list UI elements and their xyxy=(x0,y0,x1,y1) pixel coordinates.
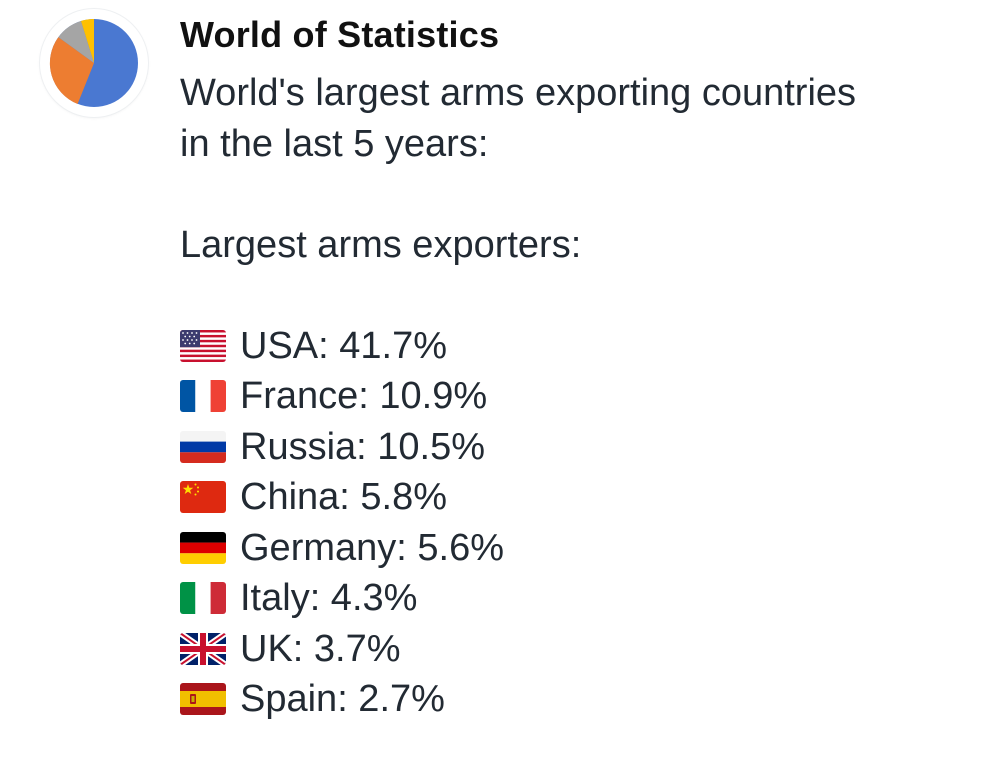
channel-avatar[interactable] xyxy=(40,9,148,117)
list-item: China: 5.8% xyxy=(180,472,980,523)
list-item: Spain: 2.7% xyxy=(180,674,980,725)
intro-line: in the last 5 years: xyxy=(180,122,489,165)
list-item: Italy: 4.3% xyxy=(180,573,980,624)
list-item: Germany: 5.6% xyxy=(180,523,980,574)
list-item-text: France: 10.9% xyxy=(240,375,488,417)
message-text: World's largest arms exporting countries… xyxy=(180,68,980,725)
italy-flag-icon xyxy=(180,582,226,615)
list-item: USA: 41.7% xyxy=(180,321,980,372)
list-item: Russia: 10.5% xyxy=(180,422,980,473)
france-flag-icon xyxy=(180,380,226,413)
list-item-text: Spain: 2.7% xyxy=(240,678,445,720)
list-item-text: UK: 3.7% xyxy=(240,627,401,670)
channel-name[interactable]: World of Statistics xyxy=(180,14,500,55)
list-item-text: Germany: 5.6% xyxy=(240,526,504,569)
list-item-text: USA: 41.7% xyxy=(240,324,447,367)
spain-flag-icon xyxy=(180,683,226,716)
list-item-text: Russia: 10.5% xyxy=(240,425,486,468)
list-item: UK: 3.7% xyxy=(180,624,980,675)
china-flag-icon xyxy=(180,481,226,514)
pie-chart-icon xyxy=(49,19,138,107)
intro-line: World's largest arms exporting countries xyxy=(180,72,857,114)
russia-flag-icon xyxy=(180,430,226,463)
list-item-text: Italy: 4.3% xyxy=(240,577,418,619)
germany-flag-icon xyxy=(180,531,226,564)
list-item: France: 10.9% xyxy=(180,371,980,422)
us-flag-icon xyxy=(180,329,226,362)
list-item-text: China: 5.8% xyxy=(240,476,448,518)
uk-flag-icon xyxy=(180,632,226,665)
list-heading: Largest arms exporters: xyxy=(180,223,582,266)
